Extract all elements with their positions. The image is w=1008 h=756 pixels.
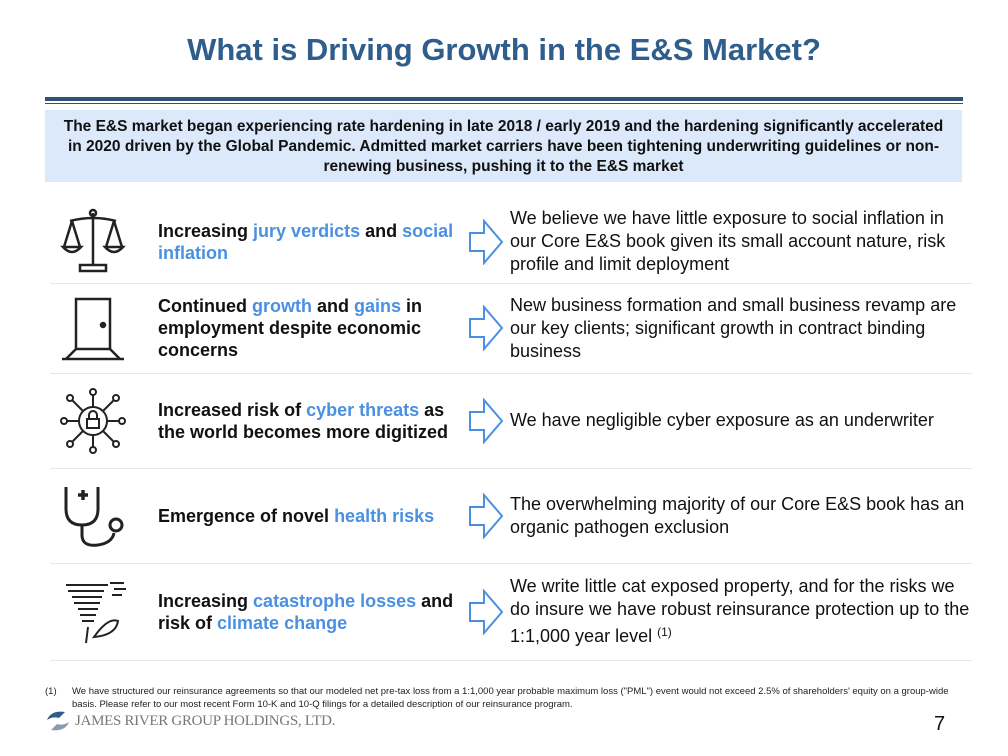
driver-text: Increased risk of <box>158 399 307 420</box>
driver-label: Emergence of novel health risks <box>158 505 458 527</box>
response-body: We believe we have little exposure to so… <box>510 208 946 274</box>
driver-row: Continued growth and gains in employment… <box>50 283 972 374</box>
stethoscope-icon <box>58 481 128 551</box>
arrow-right-icon <box>468 304 504 352</box>
driver-text: Continued <box>158 296 252 316</box>
highlight-text: climate change <box>217 612 348 633</box>
driver-row: Emergence of novel health risks The overw… <box>50 468 972 564</box>
response-body: The overwhelming majority of our Core E&… <box>510 493 965 537</box>
page-title: What is Driving Growth in the E&S Market… <box>187 32 821 67</box>
driver-label: Continued growth and gains in employment… <box>158 295 458 361</box>
title-divider <box>45 97 963 101</box>
response-body: We have negligible cyber exposure as an … <box>510 410 934 430</box>
driver-text: in employment despite economic concerns <box>158 296 423 360</box>
highlight-text: growth <box>251 296 312 316</box>
highlight-text: gains <box>354 296 402 316</box>
response-text: We believe we have little exposure to so… <box>510 207 970 276</box>
footnote-ref: (1) <box>657 625 672 639</box>
driver-text: Increasing <box>158 590 254 611</box>
driver-text: and <box>311 296 354 316</box>
driver-row: Increasing jury verdicts and social infl… <box>50 200 972 284</box>
logo-mark-icon <box>47 711 69 731</box>
driver-text: and risk of <box>158 590 454 633</box>
response-body: We write little cat exposed property, an… <box>510 576 970 646</box>
response-text: New business formation and small busines… <box>510 294 970 363</box>
summary-box: The E&S market began experiencing rate h… <box>45 110 962 182</box>
driver-row: Increased risk of cyber threats as the w… <box>50 373 972 469</box>
footnote-number: (1) <box>45 686 57 697</box>
footnote-text: We have structured our reinsurance agree… <box>72 686 949 710</box>
arrow-right-icon <box>468 491 504 540</box>
arrow-right-icon <box>468 587 504 636</box>
open-door-icon <box>58 293 128 363</box>
response-text: We write little cat exposed property, an… <box>510 575 970 648</box>
response-text: The overwhelming majority of our Core E&… <box>510 493 970 539</box>
driver-row: Increasing catastrophe losses and risk o… <box>50 563 972 661</box>
arrow-right-icon <box>468 217 504 266</box>
company-logo: JAMES RIVER GROUP HOLDINGS, LTD. <box>45 710 335 732</box>
scales-of-justice-icon <box>58 207 128 277</box>
page-number: 7 <box>934 713 946 735</box>
highlight-text: social inflation <box>158 220 454 263</box>
highlight-text: jury verdicts <box>253 220 361 241</box>
driver-label: Increased risk of cyber threats as the w… <box>158 399 458 443</box>
logo-text: JAMES RIVER GROUP HOLDINGS, LTD. <box>75 712 336 729</box>
tornado-icon <box>58 577 128 647</box>
driver-text: and <box>360 220 403 241</box>
arrow-right-icon <box>468 396 504 445</box>
driver-text: Emergence of novel <box>158 505 335 526</box>
highlight-text: cyber threats <box>306 399 420 420</box>
driver-text: Increasing <box>158 220 254 241</box>
footnote: (1) We have structured our reinsurance a… <box>45 685 965 711</box>
cyber-lock-network-icon <box>58 386 128 456</box>
driver-label: Increasing jury verdicts and social infl… <box>158 220 458 264</box>
response-body: New business formation and small busines… <box>510 294 957 361</box>
title-divider-thin <box>45 103 963 104</box>
driver-text: as the world becomes more digitized <box>158 399 449 442</box>
response-text: We have negligible cyber exposure as an … <box>510 409 970 432</box>
highlight-text: catastrophe losses <box>253 590 417 611</box>
highlight-text: health risks <box>334 505 435 526</box>
driver-label: Increasing catastrophe losses and risk o… <box>158 590 458 634</box>
